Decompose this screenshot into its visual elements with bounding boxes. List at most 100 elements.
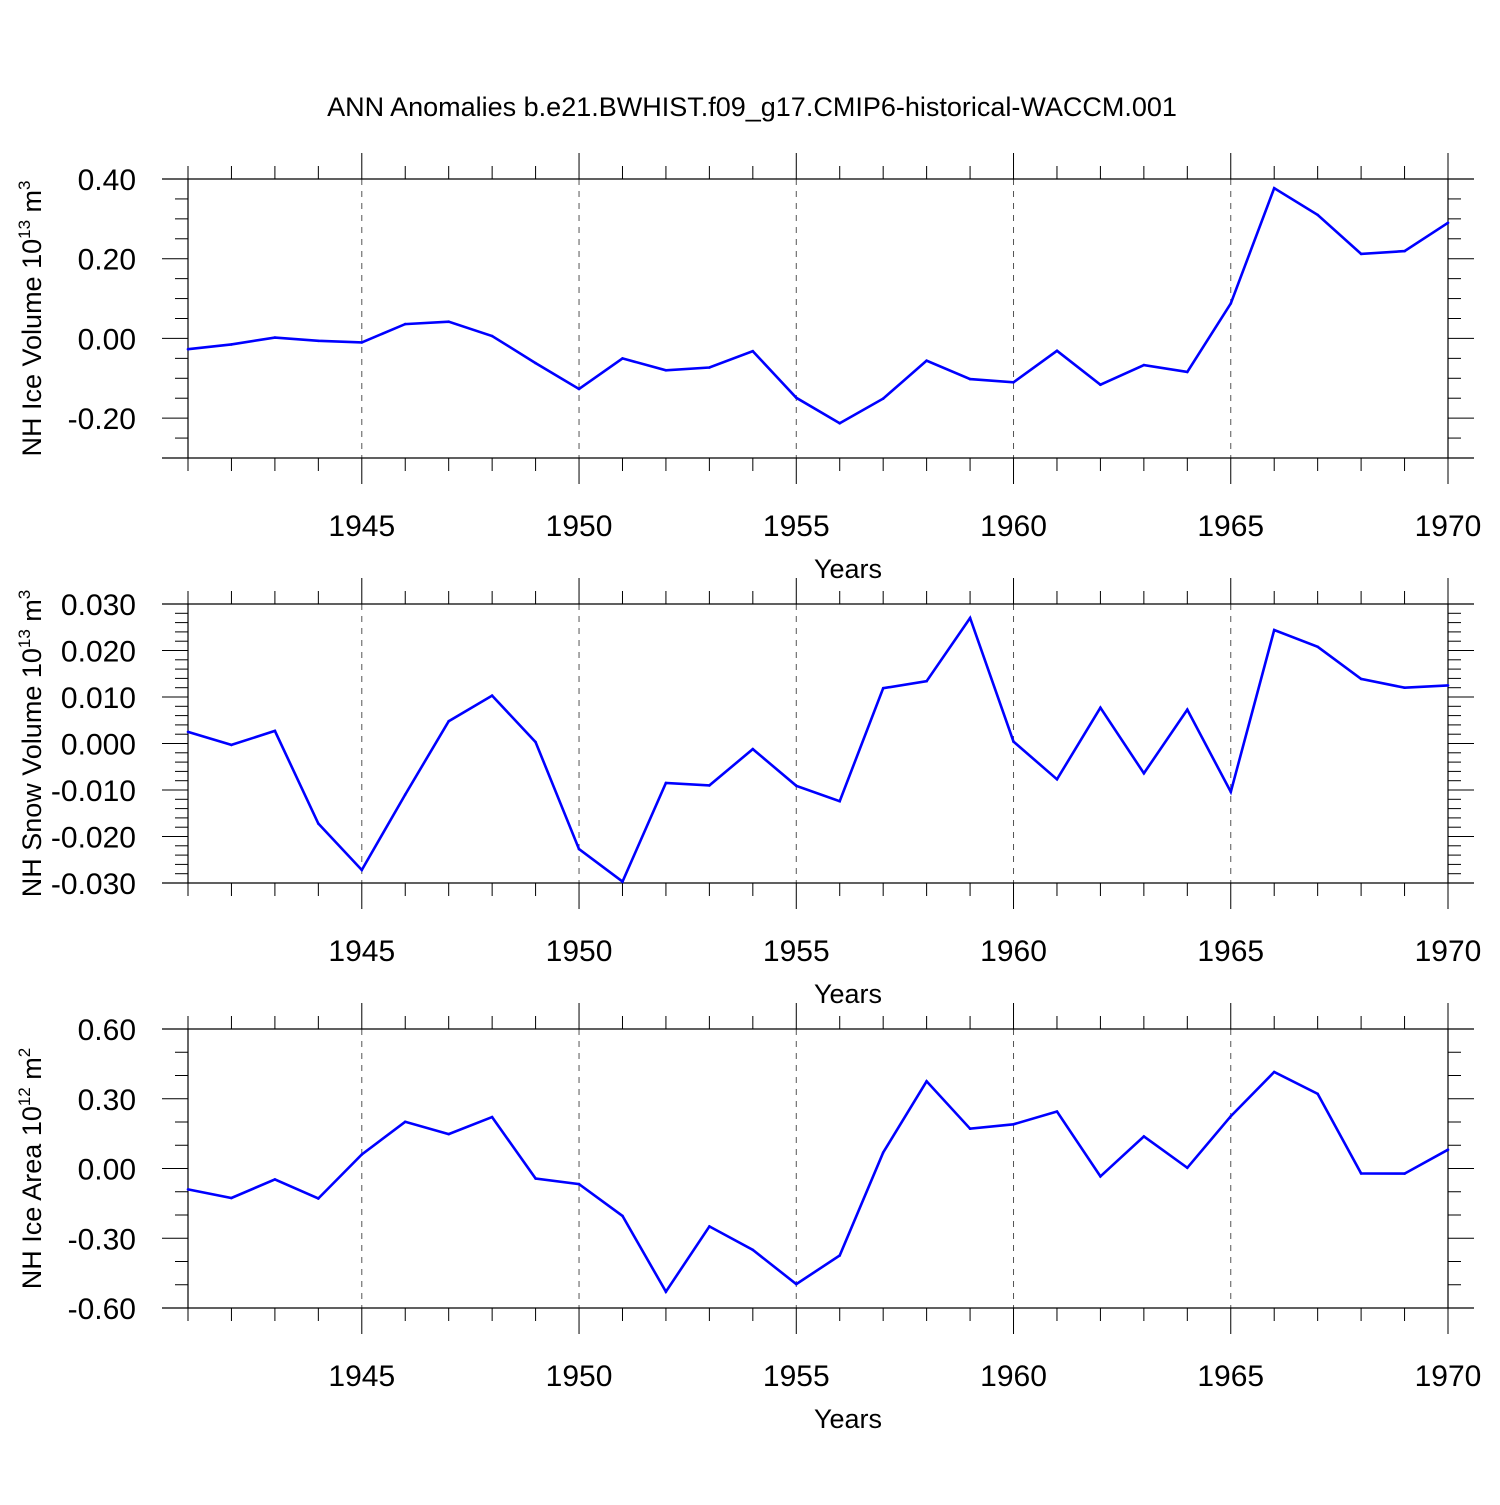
data-point <box>1403 686 1406 689</box>
series-line-ice-volume <box>187 186 1449 425</box>
y-axis-title: NH Ice Area 1012 m2 <box>15 1048 47 1289</box>
y-axis-title-unit: m <box>17 190 47 220</box>
data-point <box>447 1132 451 1136</box>
data-point <box>795 396 798 400</box>
data-point <box>317 339 320 343</box>
y-tick-label: 0.40 <box>78 164 136 197</box>
data-point <box>360 1153 364 1156</box>
y-tick-label: 0.60 <box>78 1014 136 1047</box>
data-point <box>1272 186 1276 190</box>
x-tick-label: 1950 <box>546 510 613 543</box>
y-axis-title-unit-exponent: 3 <box>15 590 34 599</box>
data-point <box>1186 1166 1189 1170</box>
x-tick-label: 1965 <box>1197 1360 1264 1393</box>
x-tick-label: 1960 <box>980 935 1047 968</box>
panel-snow-volume: -0.030 -0.020 -0.010 0.000 0.010 0.020 0.030 19… <box>15 578 1481 1009</box>
figure-title: ANN Anomalies b.e21.BWHIST.f09_g17.CMIP6… <box>327 92 1177 122</box>
data-point <box>881 686 885 690</box>
data-point <box>664 781 668 785</box>
y-axis-title-unit-exponent: 3 <box>15 181 34 190</box>
data-point <box>360 341 364 344</box>
data-point <box>534 740 537 744</box>
data-point <box>1446 221 1450 225</box>
data-point <box>838 422 841 425</box>
y-axis-title-unit-exponent: 2 <box>15 1048 34 1057</box>
data-point <box>1012 381 1015 384</box>
x-tick-label: 1955 <box>763 1360 830 1393</box>
data-point <box>447 719 451 723</box>
y-tick-label: -0.20 <box>68 403 136 436</box>
data-point <box>1316 645 1319 649</box>
x-tick-label: 1960 <box>980 510 1047 543</box>
data-point <box>1446 684 1450 687</box>
data-point <box>186 1188 190 1191</box>
data-point <box>186 730 190 734</box>
data-point <box>1229 302 1233 305</box>
data-point <box>403 793 407 796</box>
y-axis-title-exponent: 13 <box>15 629 34 648</box>
x-tick-label: 1960 <box>980 1360 1047 1393</box>
data-point <box>186 347 190 351</box>
data-point <box>621 880 624 883</box>
data-point <box>1186 708 1189 711</box>
data-point <box>925 359 928 363</box>
y-axis-title-main: NH Snow Volume 10 <box>17 648 47 897</box>
y-axis-title-unit: m <box>17 1057 47 1087</box>
x-axis-title: Years <box>814 979 882 1009</box>
data-point <box>1186 370 1189 374</box>
data-point <box>1359 252 1363 256</box>
y-axis-title-exponent: 12 <box>15 1087 34 1106</box>
y-tick-label: 0.010 <box>61 682 136 715</box>
data-point <box>1055 1110 1059 1113</box>
data-point <box>1229 790 1233 794</box>
data-point <box>360 868 364 872</box>
data-point <box>708 366 711 369</box>
data-point <box>1055 349 1059 353</box>
data-point <box>795 1282 798 1286</box>
y-tick-label: 0.30 <box>78 1084 136 1117</box>
panels: -0.20 0.00 0.20 0.40 1945 1950 1955 1960 1965 197… <box>15 153 1481 1434</box>
data-point <box>317 1197 320 1200</box>
data-point <box>230 1196 233 1200</box>
y-axis-title-main: NH Ice Volume 10 <box>17 239 47 457</box>
data-point <box>795 784 798 788</box>
x-tick-label: 1970 <box>1415 1360 1482 1393</box>
y-tick-label: 0.00 <box>78 1154 136 1187</box>
data-point <box>1403 249 1406 253</box>
data-point <box>1099 706 1102 709</box>
data-point <box>447 320 451 324</box>
data-point <box>664 1290 668 1293</box>
data-point <box>490 694 494 697</box>
data-point <box>925 679 928 683</box>
y-axis-title: NH Ice Volume 1013 m3 <box>15 181 47 457</box>
data-point <box>1012 740 1015 743</box>
series-line-snow-volume <box>187 615 1449 884</box>
y-axis-title-exponent: 13 <box>15 220 34 239</box>
x-tick-label: 1950 <box>546 935 613 968</box>
data-point <box>490 334 494 338</box>
data-point <box>1142 363 1146 367</box>
data-point <box>403 322 407 326</box>
y-tick-label: 0.020 <box>61 636 136 669</box>
data-point <box>534 361 537 365</box>
x-tick-label: 1970 <box>1415 510 1482 543</box>
data-point <box>838 799 841 803</box>
data-point <box>968 377 972 381</box>
data-point <box>490 1115 494 1119</box>
data-point <box>577 387 581 391</box>
x-tick-label: 1965 <box>1197 510 1264 543</box>
data-point <box>273 729 277 733</box>
data-point <box>621 357 624 360</box>
y-tick-label: 0.030 <box>61 589 136 622</box>
x-tick-label: 1945 <box>328 1360 395 1393</box>
data-point <box>751 747 755 751</box>
data-point <box>230 743 233 747</box>
data-point <box>577 847 581 851</box>
data-point <box>1316 1092 1319 1096</box>
data-point <box>968 616 972 620</box>
data-point <box>273 1178 277 1181</box>
y-tick-label: 0.00 <box>78 323 136 356</box>
data-point <box>317 822 320 825</box>
